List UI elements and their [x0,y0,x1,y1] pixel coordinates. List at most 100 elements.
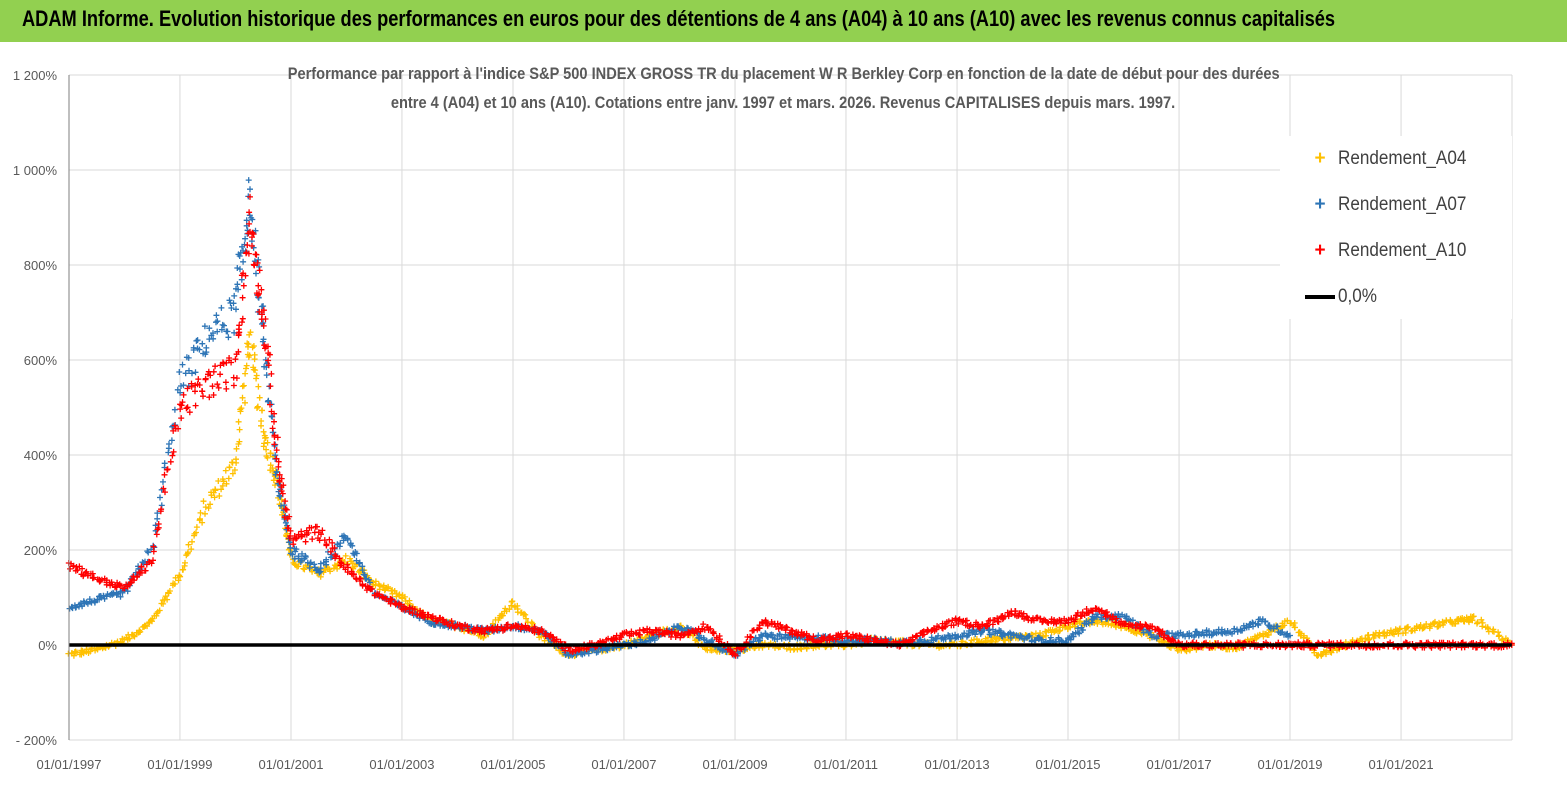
data-point [200,393,206,400]
data-point [336,555,343,562]
data-point [245,250,252,257]
data-point [1266,622,1273,629]
series-a07 [66,177,1293,659]
data-point [177,389,184,396]
data-point [148,560,155,567]
data-point [79,565,86,572]
data-point [237,408,244,415]
data-point [258,286,265,293]
data-point [184,404,191,411]
data-point [195,376,202,383]
data-point [213,312,220,319]
data-point [336,543,343,550]
data-point [1112,619,1119,626]
data-point [1366,636,1373,643]
data-point [240,258,247,265]
data-point [184,550,191,557]
data-point [245,177,252,184]
data-point [193,529,199,536]
data-point [283,506,290,513]
data-point [136,569,143,576]
data-point [256,394,263,401]
data-point [1169,630,1176,637]
data-point [242,235,249,242]
data-point [585,650,592,657]
data-point [1078,613,1085,619]
data-point [985,627,992,634]
data-point [1426,625,1433,632]
data-point [158,502,165,509]
data-point [366,579,373,586]
data-point [170,448,177,455]
data-point [271,410,278,417]
data-point [448,618,455,625]
x-tick-label: 01/01/1999 [147,757,212,772]
title-banner: ADAM Informe. Evolution historique des p… [0,0,1567,42]
data-point [177,406,184,413]
data-point [142,567,149,574]
data-point [193,337,200,344]
data-point [1451,620,1457,627]
data-point [988,631,995,638]
data-point [331,544,338,551]
data-point [164,596,171,603]
data-point [192,402,199,409]
data-point [428,614,435,621]
data-point [756,622,763,629]
data-point [252,367,259,374]
data-point [651,637,658,644]
data-point [1284,617,1291,624]
data-point [293,546,300,553]
data-point [161,460,168,467]
data-point [1383,632,1390,639]
data-point [656,626,663,633]
data-point [189,370,195,377]
data-point [202,375,209,382]
x-tick-label: 01/01/2013 [925,757,990,772]
data-point [815,637,821,644]
data-point [264,439,271,446]
data-point [236,322,243,329]
data-point [265,357,272,364]
data-point [84,572,91,579]
y-tick-label: 600% [24,353,58,368]
data-point [240,382,247,389]
data-point [935,624,942,631]
data-point [333,553,340,560]
data-point [1002,637,1009,644]
data-point [253,251,260,258]
data-point [260,307,267,314]
data-point [219,321,226,328]
data-point [156,607,163,614]
x-tick-label: 01/01/2003 [369,757,434,772]
data-point [451,624,458,631]
data-point [157,508,164,515]
data-point [950,622,957,629]
data-point [1498,637,1505,644]
data-point [267,401,273,408]
data-point [130,632,137,639]
data-point [728,648,735,655]
data-point [1091,614,1098,621]
data-point [222,379,229,386]
data-point [230,382,237,389]
data-point [289,551,296,558]
x-tick-label: 01/01/2009 [702,757,767,772]
data-point [224,328,231,335]
data-point [763,632,770,639]
data-point [523,615,530,622]
data-point [218,486,225,493]
data-point [203,349,210,356]
data-point [402,606,409,613]
data-point [235,348,242,355]
data-point [1057,627,1064,634]
data-point [70,652,77,659]
data-point [276,478,283,485]
data-point [1109,614,1116,620]
data-point [262,435,268,442]
data-point [309,536,316,543]
data-point [546,633,553,640]
data-point [218,304,225,311]
data-point [357,578,363,584]
data-point [675,623,682,630]
